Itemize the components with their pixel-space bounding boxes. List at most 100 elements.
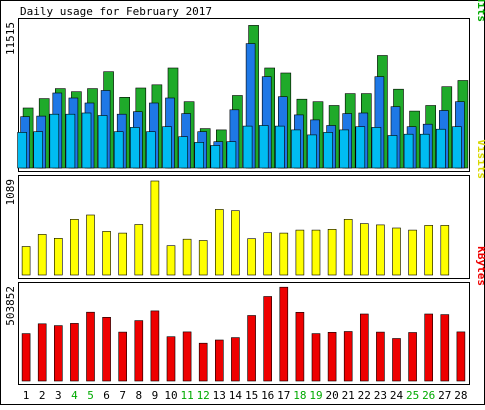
kbytes-bar-14 (231, 337, 240, 382)
x-tick-label-12: 12 (197, 389, 210, 402)
visits-bar-5 (86, 214, 95, 276)
hits-pages-bar-7 (113, 131, 124, 169)
hits-pages-bar-2 (33, 131, 44, 169)
visits-bar-17 (279, 232, 289, 276)
hits-pages-bar-6 (97, 115, 108, 169)
visits-bar-6 (102, 231, 111, 276)
visits-bar-23 (376, 224, 385, 276)
hits-pages-bar-11 (178, 136, 188, 169)
hits-legend: Pages/Files/Hits (475, 0, 485, 22)
visits-bar-3 (53, 238, 63, 276)
hits-pages-bar-24 (387, 135, 398, 169)
panel-visits: 1089 Visits (4, 139, 485, 279)
visits-bar-13 (215, 209, 224, 276)
chart-panels: 11515 Pages/Files/Hits 1089 Visits 503852 KBy… (4, 0, 485, 385)
kbytes-bar-6 (102, 316, 111, 382)
kbytes-bar-20 (327, 331, 337, 382)
kbytes-bar-12 (198, 342, 208, 382)
x-tick-label-13: 13 (213, 389, 226, 402)
visits-bar-26 (424, 225, 434, 276)
x-tick-label-4: 4 (71, 389, 78, 402)
hits-pages-bar-18 (291, 129, 301, 169)
chart-title: Daily usage for February 2017 (20, 5, 212, 18)
x-tick-label-23: 23 (374, 389, 387, 402)
hits-pages-bar-23 (371, 127, 382, 169)
kbytes-bar-5 (86, 311, 95, 382)
hits-pages-bar-17 (274, 125, 285, 169)
hits-pages-bar-16 (258, 125, 269, 169)
visits-bar-8 (134, 224, 144, 276)
x-tick-label-27: 27 (438, 389, 451, 402)
x-tick-label-2: 2 (39, 389, 46, 402)
hits-pages-bar-12 (194, 142, 204, 169)
x-tick-label-22: 22 (358, 389, 371, 402)
visits-bar-4 (70, 219, 79, 276)
kbytes-bar-16 (263, 296, 273, 382)
hits-pages-bar-10 (162, 126, 172, 169)
kbytes-bar-23 (376, 331, 385, 382)
hits-pages-bar-25 (403, 133, 414, 169)
x-tick-label-18: 18 (293, 389, 306, 402)
kbytes-bar-22 (359, 313, 369, 382)
kbytes-bar-7 (118, 331, 127, 382)
kbytes-bar-27 (440, 314, 450, 382)
visits-bar-16 (263, 232, 273, 276)
x-tick-label-28: 28 (454, 389, 467, 402)
visits-bar-15 (247, 238, 256, 276)
x-axis-tick-labels: 1 2 3 4 5 6 7 8 9 10 11 12 13 14 15 16 17 18 19 20 21 22 23 24 2… (23, 389, 468, 402)
kbytes-bar-26 (424, 313, 434, 382)
kbytes-bar-4 (70, 323, 79, 382)
x-tick-label-24: 24 (390, 389, 404, 402)
hits-legend-part-4: Hits (475, 0, 485, 22)
visits-bar-7 (118, 232, 127, 276)
hits-pages-bar-3 (49, 113, 60, 169)
kbytes-bar-8 (134, 320, 144, 382)
kbytes-bar-11 (182, 331, 192, 382)
hits-pages-bar-27 (435, 128, 446, 169)
visits-legend: Visits (475, 139, 485, 179)
kbytes-bar-1 (21, 333, 31, 382)
kbytes-max-label: 503852 (4, 286, 17, 326)
visits-bar-19 (311, 229, 321, 276)
hits-pages-bar-28 (452, 126, 462, 169)
x-tick-label-17: 17 (277, 389, 290, 402)
hits-pages-bar-21 (339, 129, 350, 169)
x-tick-label-6: 6 (103, 389, 110, 402)
hits-pages-bar-4 (65, 113, 76, 169)
x-tick-label-15: 15 (245, 389, 258, 402)
hits-pages-bar-8 (130, 127, 140, 169)
visits-bar-12 (198, 240, 208, 276)
x-tick-label-16: 16 (261, 389, 274, 402)
kbytes-bar-15 (247, 315, 256, 382)
visits-bar-10 (166, 245, 176, 276)
kbytes-bar-24 (392, 338, 401, 382)
visits-panel-frame (18, 175, 470, 279)
visits-bar-24 (392, 227, 401, 276)
hits-max-label: 11515 (4, 22, 17, 55)
kbytes-bar-2 (37, 323, 47, 382)
kbytes-legend-part-0: KBytes (475, 246, 485, 286)
x-tick-label-25: 25 (406, 389, 419, 402)
kbytes-bar-13 (215, 339, 224, 382)
visits-bar-9 (150, 180, 160, 276)
hits-pages-bar-1 (17, 132, 27, 169)
visits-bar-1 (21, 246, 31, 276)
kbytes-bar-21 (343, 331, 353, 382)
kbytes-bar-25 (408, 332, 417, 382)
kbytes-bar-28 (456, 331, 466, 382)
panel-kbytes: 503852 KBytes (4, 246, 485, 385)
x-tick-label-19: 19 (309, 389, 322, 402)
kbytes-bar-10 (166, 336, 176, 382)
x-tick-label-9: 9 (152, 389, 159, 402)
hits-pages-bar-5 (81, 112, 92, 169)
visits-bar-11 (182, 238, 192, 276)
x-tick-label-21: 21 (342, 389, 355, 402)
x-tick-label-5: 5 (87, 389, 94, 402)
hits-pages-bar-9 (146, 131, 156, 169)
kbytes-bar-17 (279, 286, 289, 382)
visits-bar-21 (343, 219, 353, 276)
x-tick-label-26: 26 (422, 389, 435, 402)
x-tick-label-8: 8 (135, 389, 142, 402)
